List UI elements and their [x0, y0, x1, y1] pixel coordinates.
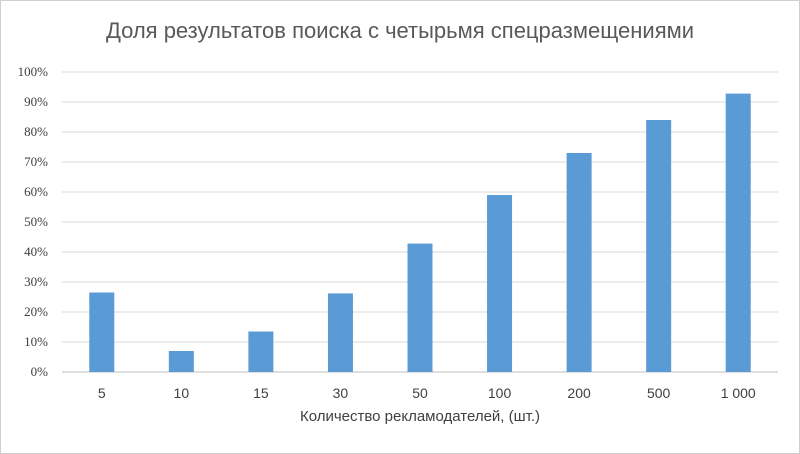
x-tick-label: 1 000	[721, 385, 756, 401]
x-tick-label: 50	[412, 385, 428, 401]
y-tick-label: 10%	[24, 334, 48, 349]
y-tick-label: 90%	[24, 94, 48, 109]
x-tick-label: 30	[333, 385, 349, 401]
x-axis-label: Количество рекламодателей, (шт.)	[299, 408, 541, 425]
bar	[487, 195, 513, 372]
bar	[168, 351, 194, 372]
x-tick-label: 10	[174, 385, 190, 401]
y-tick-label: 20%	[24, 304, 48, 319]
x-tick-label: 5	[98, 385, 106, 401]
y-tick-label: 0%	[31, 364, 49, 379]
y-tick-label: 40%	[24, 244, 48, 259]
bar	[566, 153, 592, 372]
y-tick-label: 30%	[24, 274, 48, 289]
bar	[327, 293, 353, 372]
y-tick-label: 60%	[24, 184, 48, 199]
bar	[89, 292, 115, 372]
chart-title: Доля результатов поиска с четырьмя спецр…	[105, 18, 695, 43]
y-tick-label: 80%	[24, 124, 48, 139]
bar	[248, 331, 274, 372]
bar	[407, 243, 433, 372]
bar	[646, 120, 672, 372]
y-tick-label: 70%	[24, 154, 48, 169]
x-tick-label: 200	[567, 385, 591, 401]
y-tick-label: 50%	[24, 214, 48, 229]
x-tick-label: 15	[253, 385, 269, 401]
y-tick-label: 100%	[18, 64, 49, 79]
x-tick-label: 500	[647, 385, 671, 401]
bar	[725, 93, 751, 372]
x-tick-label: 100	[488, 385, 512, 401]
